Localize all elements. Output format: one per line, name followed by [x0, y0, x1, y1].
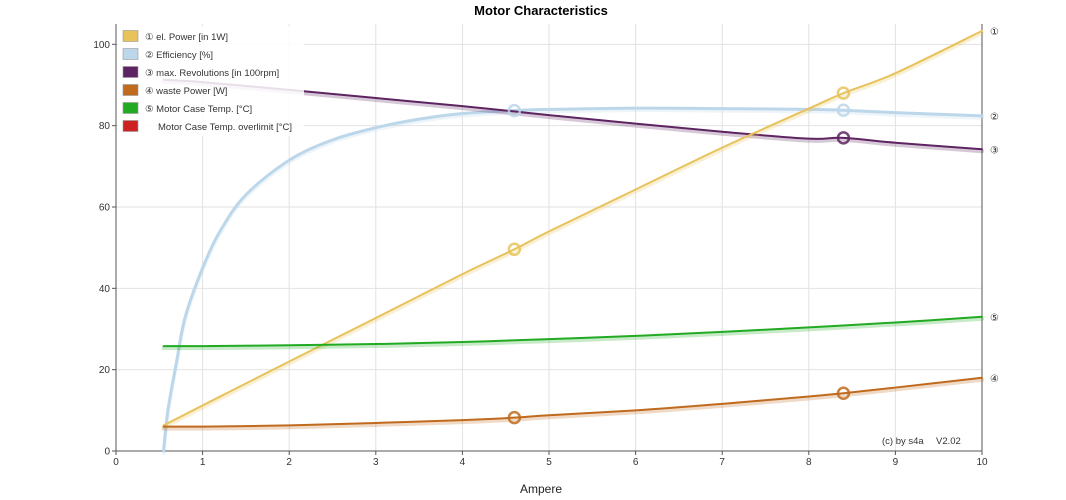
y-tick-label-1: 20 — [99, 365, 111, 376]
x-tick-label-3: 3 — [373, 457, 379, 468]
legend-swatch-1 — [122, 48, 139, 60]
legend-label-0: ① el. Power [in 1W] — [145, 32, 228, 43]
legend-swatch-5 — [122, 120, 139, 132]
y-tick-labels: 0 20 40 60 80 100 — [93, 40, 116, 458]
x-tick-label-9: 9 — [893, 457, 899, 468]
y-tick-label-5: 100 — [93, 40, 110, 51]
x-tick-label-6: 6 — [633, 457, 639, 468]
end-labels: ② ③ ① ⑤ ④ — [990, 27, 999, 385]
x-axis-label: Ampere — [520, 482, 562, 496]
series-marker-1-0 — [507, 103, 522, 118]
legend-swatch-3 — [122, 84, 139, 96]
series-marker-0-0 — [507, 242, 522, 257]
legend-swatch-4 — [122, 102, 139, 114]
legend: ① el. Power [in 1W] ② Efficiency [%] ③ max… — [118, 26, 304, 136]
x-tick-label-4: 4 — [460, 457, 466, 468]
legend-swatch-2 — [122, 66, 139, 78]
legend-swatch-0 — [122, 30, 139, 42]
x-tick-label-2: 2 — [286, 457, 292, 468]
end-label-2: ③ — [990, 145, 999, 156]
x-tick-labels: 0 1 2 3 4 5 6 7 8 9 10 — [113, 451, 988, 468]
x-tick-label-0: 0 — [113, 457, 119, 468]
end-label-3: ④ — [990, 374, 999, 385]
series-line-4 — [162, 315, 983, 348]
end-label-4: ⑤ — [990, 313, 999, 324]
series-line-0 — [162, 29, 983, 427]
y-tick-label-0: 0 — [104, 447, 110, 458]
legend-label-4: ⑤ Motor Case Temp. [°C] — [145, 104, 252, 115]
series-line-3 — [162, 376, 983, 428]
legend-background — [118, 26, 304, 136]
y-tick-label-2: 40 — [99, 284, 111, 295]
legend-label-1: ② Efficiency [%] — [145, 50, 213, 61]
legend-label-2: ③ max. Revolutions [in 100rpm] — [145, 68, 279, 79]
x-tick-label-8: 8 — [806, 457, 812, 468]
series-shadow-3 — [161, 377, 984, 431]
series-marker-3-1 — [836, 386, 851, 401]
x-tick-label-1: 1 — [200, 457, 206, 468]
marker-layer — [507, 86, 851, 425]
series-marker-2-0 — [836, 131, 851, 145]
x-tick-label-7: 7 — [719, 457, 725, 468]
legend-label-5: Motor Case Temp. overlimit [°C] — [158, 122, 292, 133]
series-shadow-4 — [161, 316, 984, 351]
series-shadow-0 — [161, 30, 984, 430]
grid — [116, 24, 982, 451]
series-marker-1-1 — [836, 103, 851, 117]
end-label-1: ② — [990, 112, 999, 123]
y-tick-label-4: 80 — [99, 121, 111, 132]
series-marker-3-0 — [507, 410, 522, 425]
series-marker-0-1 — [836, 86, 851, 100]
version-text: V2.02 — [936, 436, 961, 447]
chart-title: Motor Characteristics — [474, 3, 608, 18]
y-tick-label-3: 60 — [99, 203, 111, 214]
x-tick-label-5: 5 — [546, 457, 552, 468]
legend-label-3: ④ waste Power [W] — [145, 86, 227, 97]
credit-text: (c) by s4a — [882, 436, 924, 447]
x-tick-label-10: 10 — [976, 457, 988, 468]
end-label-0: ① — [990, 27, 999, 38]
